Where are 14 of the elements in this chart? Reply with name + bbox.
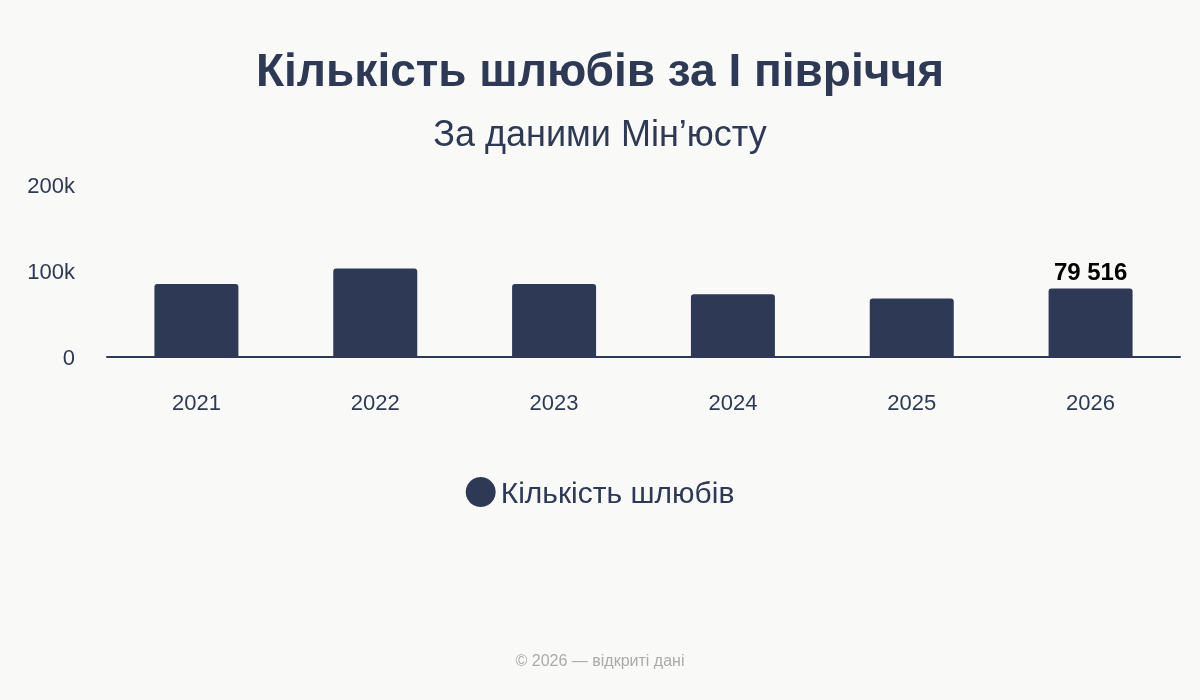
y-tick-label: 0 [62, 344, 75, 370]
y-tick-label: 100k [27, 258, 76, 284]
y-tick-label: 200k [27, 172, 76, 198]
legend-label: Кількість шлюбів [500, 475, 735, 509]
x-tick-label: 2023 [529, 389, 579, 415]
x-tick-label: 2022 [350, 389, 400, 415]
chart-title: Кількість шлюбів за I півріччя [256, 44, 944, 96]
chart-subtitle: За даними Мін’юсту [433, 112, 767, 154]
data-label: 79 516 [1053, 258, 1128, 286]
x-tick-label: 2026 [1066, 389, 1116, 415]
x-tick-label: 2021 [171, 389, 221, 415]
x-tick-label: 2025 [887, 389, 937, 415]
text: © 2026 — відкриті дані [515, 651, 685, 669]
x-tick-label: 2024 [708, 389, 758, 415]
